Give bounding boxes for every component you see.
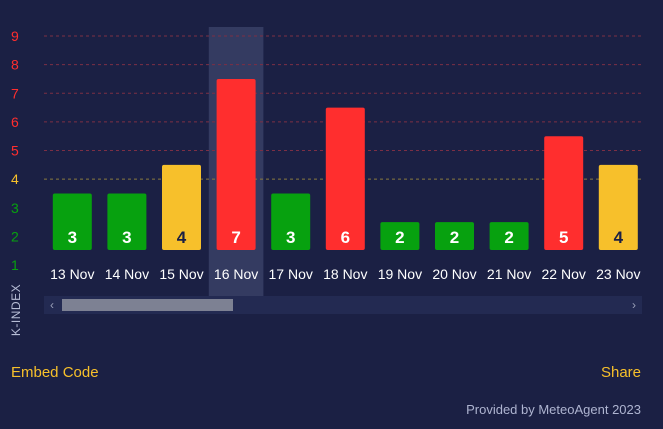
bar-14-nov[interactable] — [107, 193, 147, 250]
bar-value-label: 2 — [504, 228, 513, 247]
bar-value-label: 3 — [286, 228, 295, 247]
scroll-right-arrow-icon[interactable]: › — [632, 298, 636, 312]
bar-value-label: 4 — [614, 228, 624, 247]
scrollbar-thumb[interactable] — [62, 299, 233, 311]
bar-18-nov[interactable] — [325, 107, 365, 250]
bar-value-label: 3 — [68, 228, 77, 247]
bar-23-nov[interactable] — [598, 164, 638, 250]
bar-13-nov[interactable] — [52, 193, 92, 250]
credits-text: Provided by MeteoAgent 2023 — [466, 402, 641, 417]
bar-22-nov[interactable] — [544, 136, 584, 250]
embed-code-link[interactable]: Embed Code — [11, 364, 99, 381]
x-tick-label: 22 Nov — [542, 266, 586, 282]
bar-value-label: 2 — [450, 228, 459, 247]
bar-16-nov[interactable] — [216, 78, 256, 250]
x-tick-label: 17 Nov — [269, 266, 313, 282]
k-index-bar-chart: 1 2 3 4 5 6 7 8 9 3 3 4 7 3 6 2 2 2 5 4 13 Nov 14 Nov 15 Nov… — [11, 27, 642, 297]
y-tick-label: 4 — [11, 171, 19, 187]
bar-17-nov[interactable] — [271, 193, 311, 250]
share-link[interactable]: Share — [600, 364, 641, 381]
x-tick-label: 19 Nov — [378, 266, 422, 282]
x-tick-label: 23 Nov — [596, 266, 640, 282]
y-tick-label: 1 — [11, 257, 19, 273]
y-tick-label: 5 — [11, 143, 19, 159]
bar-value-label: 2 — [395, 228, 404, 247]
bar-value-label: 7 — [231, 228, 240, 247]
bar-19-nov[interactable] — [380, 222, 420, 250]
bar-value-label: 4 — [177, 228, 187, 247]
y-tick-label: 9 — [11, 28, 19, 44]
x-tick-label: 20 Nov — [432, 266, 476, 282]
bar-15-nov[interactable] — [162, 164, 201, 250]
bar-value-label: 3 — [122, 228, 131, 247]
y-tick-label: 7 — [11, 85, 19, 101]
y-tick-label: 3 — [11, 200, 19, 216]
bar-value-label: 6 — [341, 228, 350, 247]
x-tick-label: 13 Nov — [50, 266, 94, 282]
y-tick-label: 6 — [11, 114, 19, 130]
x-tick-label: 21 Nov — [487, 266, 531, 282]
chart-scrollbar[interactable]: ‹ › — [44, 296, 642, 314]
x-tick-label: 15 Nov — [159, 266, 203, 282]
scroll-left-arrow-icon[interactable]: ‹ — [50, 298, 54, 312]
bar-20-nov[interactable] — [435, 222, 474, 250]
x-tick-label: 14 Nov — [105, 266, 149, 282]
y-tick-label: 2 — [11, 228, 19, 244]
x-tick-label: 16 Nov — [214, 266, 258, 282]
bar-value-label: 5 — [559, 228, 568, 247]
y-axis-title: K-INDEX — [9, 283, 23, 337]
y-tick-label: 8 — [11, 57, 19, 73]
bar-21-nov[interactable] — [489, 222, 529, 250]
x-tick-label: 18 Nov — [323, 266, 367, 282]
